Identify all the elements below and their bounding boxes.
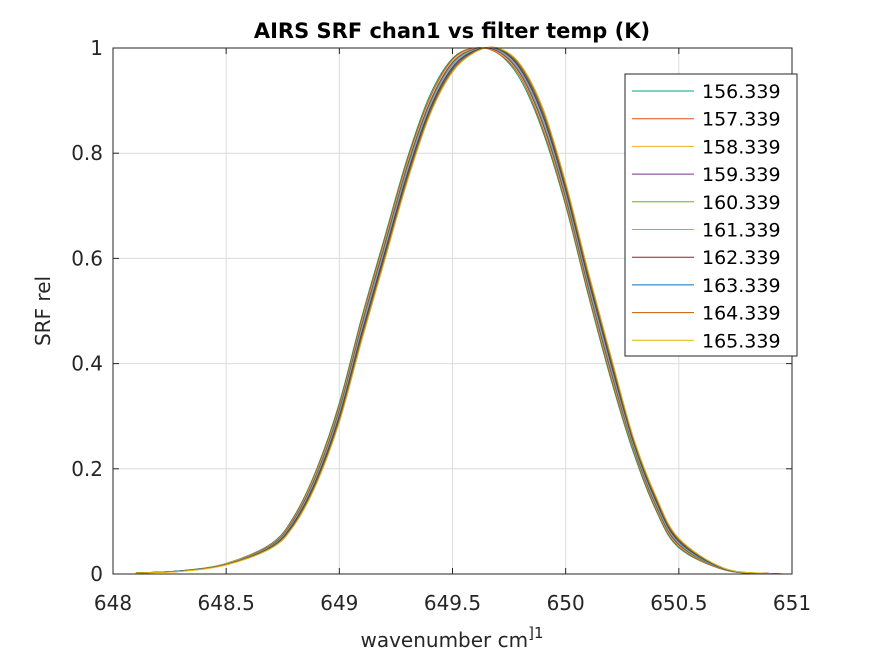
legend-label-8: 164.339 <box>702 303 781 325</box>
legend-label-9: 165.339 <box>702 330 781 352</box>
series-line-9 <box>135 46 793 575</box>
x-axis-label-superscript: ]1 <box>528 624 543 642</box>
legend-label-0: 156.339 <box>702 81 781 103</box>
y-axis-label: SRF rel <box>31 276 55 346</box>
series-line-2 <box>135 47 793 575</box>
y-tick-label: 0.4 <box>71 352 103 376</box>
legend-label-3: 159.339 <box>702 164 781 186</box>
legend-label-7: 163.339 <box>702 275 781 297</box>
legend-label-4: 160.339 <box>702 192 781 214</box>
x-tick-label: 651 <box>773 591 811 615</box>
y-tick-label: 0.8 <box>71 141 103 165</box>
x-axis-label: wavenumber cm]1 <box>360 624 543 652</box>
legend-label-2: 158.339 <box>702 136 781 158</box>
y-tick-label: 0.2 <box>71 457 103 481</box>
x-tick-label: 650.5 <box>650 591 707 615</box>
x-tick-label: 649.5 <box>424 591 481 615</box>
legend-label-1: 157.339 <box>702 109 781 131</box>
x-tick-label: 650 <box>547 591 585 615</box>
y-tick-label: 0 <box>90 562 103 586</box>
series-lines <box>135 46 793 575</box>
legend-box <box>624 73 798 357</box>
legend-items: 156.339 157.339 158.339 159.339 160.339 161.3… <box>632 81 781 352</box>
y-ticks: 0 0.2 0.4 0.6 0.8 1 <box>71 36 792 586</box>
x-tick-label: 649 <box>320 591 358 615</box>
x-tick-label: 648.5 <box>198 591 255 615</box>
x-ticks: 648 648.5 649 649.5 650 650.5 651 <box>94 48 811 615</box>
x-axis-label-text: wavenumber cm <box>360 628 528 652</box>
series-line-3 <box>135 47 793 575</box>
legend-label-5: 161.339 <box>702 220 781 242</box>
legend-label-6: 162.339 <box>702 247 781 269</box>
y-tick-label: 0.6 <box>71 246 103 270</box>
chart-title: AIRS SRF chan1 vs filter temp (K) <box>254 19 650 43</box>
y-tick-label: 1 <box>90 36 103 60</box>
legend: 156.339 157.339 158.339 159.339 160.339 161.3… <box>624 73 798 357</box>
x-tick-label: 648 <box>94 591 132 615</box>
